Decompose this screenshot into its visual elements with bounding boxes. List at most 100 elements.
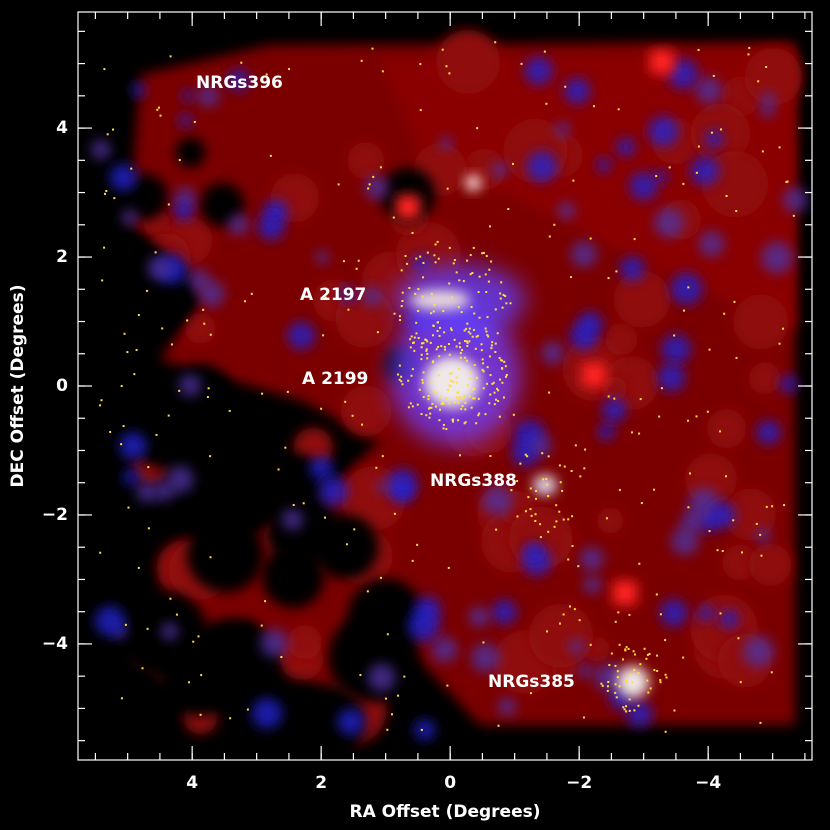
galaxy [564, 85, 567, 88]
galaxy [458, 396, 461, 399]
galaxy [571, 544, 574, 547]
galaxy [391, 713, 394, 716]
galaxy [659, 681, 662, 684]
galaxy [739, 681, 742, 684]
galaxy [618, 643, 621, 646]
blue-glow [694, 76, 723, 104]
galaxy [656, 669, 659, 672]
galaxy [473, 387, 476, 390]
galaxy [496, 332, 499, 335]
galaxy [512, 413, 515, 416]
galaxy [495, 528, 498, 531]
galaxy [159, 114, 162, 117]
dark-gap [84, 214, 120, 249]
galaxy [429, 341, 432, 344]
galaxy [409, 338, 412, 341]
galaxy [653, 488, 656, 491]
galaxy [607, 680, 610, 683]
blue-glow [482, 485, 513, 516]
galaxy [464, 356, 467, 359]
blue-glow [761, 91, 776, 106]
galaxy [264, 600, 267, 603]
galaxy [786, 180, 789, 183]
galaxy [432, 390, 435, 393]
galaxy [640, 502, 643, 505]
galaxy [477, 291, 480, 294]
galaxy [438, 334, 441, 337]
galaxy [209, 333, 212, 336]
blue-glow [407, 610, 440, 642]
galaxy [490, 347, 493, 350]
galaxy [419, 109, 422, 112]
red-source [650, 50, 674, 74]
galaxy [475, 335, 478, 338]
blue-glow [337, 708, 365, 736]
galaxy [109, 430, 112, 433]
galaxy [471, 335, 474, 338]
galaxy [472, 329, 475, 332]
galaxy [504, 295, 507, 298]
red-patch [185, 313, 216, 344]
galaxy [277, 468, 280, 471]
galaxy [430, 292, 433, 295]
galaxy [99, 551, 102, 554]
galaxy [697, 48, 700, 51]
galaxy [477, 397, 480, 400]
blue-glow [626, 701, 653, 728]
galaxy [529, 692, 532, 695]
blue-glow [579, 546, 604, 571]
galaxy [498, 415, 501, 418]
blue-glow [629, 172, 658, 201]
galaxy [466, 344, 469, 347]
galaxy [280, 656, 283, 659]
galaxy [427, 398, 430, 401]
blue-glow [123, 468, 141, 486]
galaxy [429, 412, 432, 415]
galaxy [442, 309, 445, 312]
galaxy [284, 446, 287, 449]
galaxy [637, 704, 640, 707]
galaxy [647, 691, 650, 694]
blue-glow [755, 528, 771, 544]
galaxy [379, 166, 382, 169]
galaxy [632, 650, 635, 653]
galaxy [605, 517, 608, 520]
galaxy [199, 713, 202, 716]
galaxy [482, 641, 485, 644]
galaxy [487, 335, 490, 338]
galaxy [658, 415, 661, 418]
galaxy [539, 523, 542, 526]
galaxy [441, 401, 444, 404]
blue-glow [492, 599, 517, 625]
blue-glow [257, 213, 285, 241]
galaxy [448, 343, 451, 346]
galaxy [466, 322, 469, 325]
galaxy [158, 106, 161, 109]
galaxy [668, 166, 671, 169]
galaxy [459, 352, 462, 355]
blue-glow [439, 136, 453, 150]
galaxy [737, 637, 740, 640]
galaxy [410, 374, 413, 377]
galaxy [732, 519, 735, 522]
galaxy [625, 646, 628, 649]
galaxy [488, 268, 491, 271]
galaxy [760, 554, 763, 557]
galaxy [497, 724, 500, 727]
galaxy [154, 251, 157, 254]
galaxy [464, 340, 467, 343]
galaxy [516, 479, 519, 482]
blue-glow [90, 139, 111, 160]
galaxy [615, 270, 618, 273]
galaxy [459, 346, 462, 349]
galaxy [615, 696, 618, 699]
galaxy [493, 391, 496, 394]
galaxy [539, 536, 542, 539]
galaxy [464, 401, 467, 404]
galaxy [469, 371, 472, 374]
galaxy [563, 465, 566, 468]
galaxy [351, 414, 354, 417]
blue-glow [596, 157, 612, 173]
galaxy [421, 381, 424, 384]
galaxy [747, 53, 750, 56]
